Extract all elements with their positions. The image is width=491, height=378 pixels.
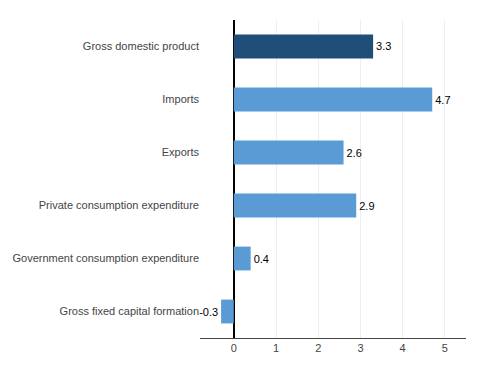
svg-text:4.7: 4.7 xyxy=(435,94,450,106)
svg-text:Government consumption expendi: Government consumption expenditure xyxy=(13,252,200,264)
svg-text:3: 3 xyxy=(357,342,363,354)
svg-text:-0.3: -0.3 xyxy=(199,306,218,318)
svg-text:0: 0 xyxy=(231,342,237,354)
svg-text:Gross fixed capital formation: Gross fixed capital formation xyxy=(60,305,199,317)
svg-text:4: 4 xyxy=(400,342,406,354)
svg-text:5: 5 xyxy=(442,342,448,354)
svg-text:3.3: 3.3 xyxy=(376,40,391,52)
svg-text:Imports: Imports xyxy=(162,93,199,105)
svg-text:2.6: 2.6 xyxy=(347,147,362,159)
svg-text:Private consumption expenditur: Private consumption expenditure xyxy=(39,199,199,211)
svg-text:Gross domestic product: Gross domestic product xyxy=(83,40,199,52)
svg-text:2: 2 xyxy=(315,342,321,354)
svg-text:Exports: Exports xyxy=(162,146,200,158)
svg-text:0.4: 0.4 xyxy=(254,253,269,265)
svg-text:2.9: 2.9 xyxy=(359,200,374,212)
svg-text:1: 1 xyxy=(273,342,279,354)
